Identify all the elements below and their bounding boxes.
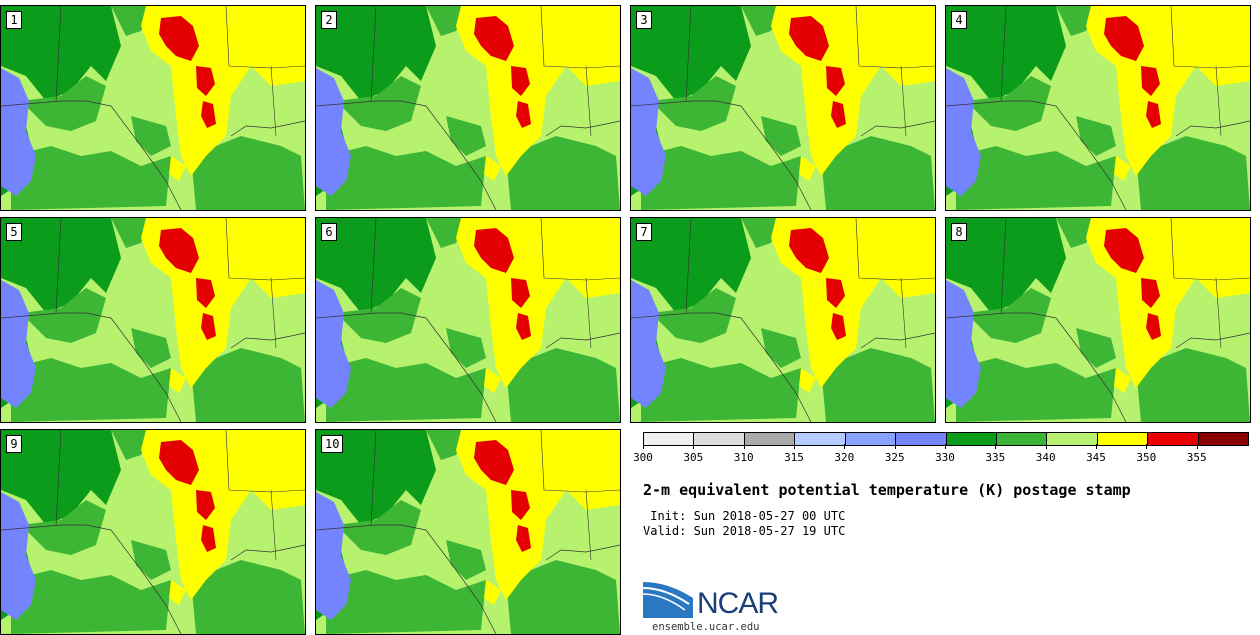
stamp-number: 8 xyxy=(951,223,967,241)
tick-mark xyxy=(693,444,695,449)
stamp-9: 9 xyxy=(0,429,306,635)
tick-mark xyxy=(743,444,745,449)
stamp-8: 8 xyxy=(945,217,1251,423)
map-texas-5 xyxy=(1,218,305,422)
tick-label: 335 xyxy=(985,451,1006,464)
tick-label: 350 xyxy=(1136,451,1157,464)
stamp-number: 4 xyxy=(951,11,967,29)
map-texas-2 xyxy=(316,6,620,210)
colorbar-ticks: 300 305 310 315 320 325 330 335 340 345 350 355 xyxy=(633,444,1247,468)
ncar-logo-icon xyxy=(643,582,693,618)
stamp-2: 2 xyxy=(315,5,621,211)
colorbar-swatch xyxy=(795,433,846,445)
stamp-5: 5 xyxy=(0,217,306,423)
colorbar-swatch xyxy=(1047,433,1098,445)
tick-label: 310 xyxy=(733,451,754,464)
tick-label: 300 xyxy=(633,451,653,464)
tick-label: 340 xyxy=(1035,451,1056,464)
stamp-1: 1 xyxy=(0,5,306,211)
tick-mark xyxy=(1146,444,1148,449)
tick-mark xyxy=(643,444,644,449)
logo-text: NCAR xyxy=(697,587,779,620)
map-texas-8 xyxy=(946,218,1250,422)
stamp-number: 3 xyxy=(636,11,652,29)
colorbar-swatch xyxy=(1148,433,1199,445)
stamp-number: 9 xyxy=(6,435,22,453)
stamp-number: 1 xyxy=(6,11,22,29)
stamp-7: 7 xyxy=(630,217,936,423)
colorbar-swatch xyxy=(1097,433,1149,445)
colorbar-swatch xyxy=(644,433,695,445)
tick-label: 315 xyxy=(784,451,804,464)
url-text: ensemble.ucar.edu xyxy=(652,621,760,633)
colorbar xyxy=(643,432,1249,446)
stamp-number: 2 xyxy=(321,11,337,29)
tick-mark xyxy=(1096,444,1097,449)
colorbar-swatch xyxy=(996,433,1048,445)
stamp-6: 6 xyxy=(315,217,621,423)
colorbar-swatch xyxy=(1198,433,1249,445)
map-texas-7 xyxy=(631,218,935,422)
tick-mark xyxy=(844,444,846,449)
map-texas-3 xyxy=(631,6,935,210)
map-texas-6 xyxy=(316,218,620,422)
colorbar-swatch xyxy=(744,433,796,445)
tick-label: 325 xyxy=(884,451,905,464)
tick-label: 305 xyxy=(683,451,704,464)
init-time: Init: Sun 2018-05-27 00 UTC xyxy=(643,509,846,523)
tick-mark xyxy=(894,444,896,449)
stamp-number: 10 xyxy=(321,435,344,453)
stamp-number: 7 xyxy=(636,223,652,241)
map-texas-10 xyxy=(316,430,620,634)
tick-label: 320 xyxy=(834,451,855,464)
tick-label: 355 xyxy=(1186,451,1207,464)
tick-mark xyxy=(995,444,997,449)
colorbar-swatch xyxy=(845,433,897,445)
colorbar-swatch xyxy=(946,433,997,445)
stamp-number: 6 xyxy=(321,223,337,241)
map-texas-4 xyxy=(946,6,1250,210)
colorbar-swatch xyxy=(694,433,745,445)
valid-time: Valid: Sun 2018-05-27 19 UTC xyxy=(643,524,846,538)
tick-label: 330 xyxy=(935,451,955,464)
plot-title: 2-m equivalent potential temperature (K)… xyxy=(643,481,1131,499)
colorbar-swatch xyxy=(896,433,947,445)
tick-label: 345 xyxy=(1086,451,1106,464)
tick-mark xyxy=(1045,444,1047,449)
stamp-3: 3 xyxy=(630,5,936,211)
tick-mark xyxy=(1196,444,1198,449)
stamp-4: 4 xyxy=(945,5,1251,211)
map-texas-1 xyxy=(1,6,305,210)
tick-mark xyxy=(945,444,946,449)
stamp-10: 10 xyxy=(315,429,621,635)
stamp-number: 5 xyxy=(6,223,22,241)
tick-mark xyxy=(794,444,795,449)
map-texas-9 xyxy=(1,430,305,634)
